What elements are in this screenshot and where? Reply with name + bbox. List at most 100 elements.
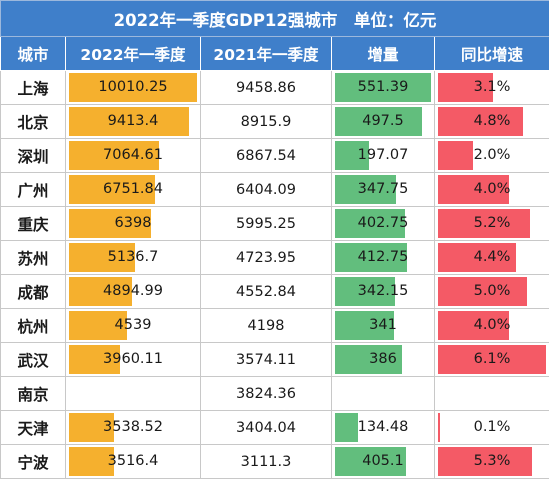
increase-bar xyxy=(335,175,396,204)
increase-value: 412.75 xyxy=(357,249,409,265)
growth-cell xyxy=(433,376,549,411)
increase-bar xyxy=(335,345,402,374)
header-growth: 同比增速 xyxy=(433,36,549,71)
gdp-2022-cell: 5136.7 xyxy=(65,240,201,275)
growth-wrap: 4.0% xyxy=(436,310,549,342)
gdp-2021-value: 4723.95 xyxy=(200,240,332,275)
gdp-2022-cell: 10010.25 xyxy=(65,70,201,105)
increase-wrap: 551.39 xyxy=(333,72,434,104)
increase-bar xyxy=(335,243,407,272)
table-row: 成都 4894.99 4552.84 342.15 5.0% xyxy=(0,274,549,309)
growth-value: 5.0% xyxy=(473,283,511,299)
growth-value: 5.3% xyxy=(473,453,511,469)
increase-cell: 412.75 xyxy=(331,240,435,275)
gdp-2021-value: 3574.11 xyxy=(200,342,332,377)
growth-cell: 4.4% xyxy=(433,240,549,275)
table-row: 武汉 3960.11 3574.11 386 6.1% xyxy=(0,342,549,377)
growth-bar xyxy=(438,209,530,238)
gdp-2022-cell: 3516.4 xyxy=(65,444,201,479)
gdp-2021-value: 3111.3 xyxy=(200,444,332,479)
increase-bar xyxy=(335,141,369,170)
city-name: 重庆 xyxy=(0,206,66,241)
gdp-2022-wrap: 4894.99 xyxy=(67,276,200,308)
growth-wrap: 5.2% xyxy=(436,208,549,240)
growth-value: 4.8% xyxy=(473,113,511,129)
city-name: 广州 xyxy=(0,172,66,207)
gdp-2021-value: 3404.04 xyxy=(200,410,332,445)
growth-bar xyxy=(438,141,473,170)
growth-value: 4.4% xyxy=(473,249,511,265)
gdp-2022-value: 9413.4 xyxy=(107,113,159,129)
increase-cell: 347.75 xyxy=(331,172,435,207)
increase-wrap: 197.07 xyxy=(333,140,434,172)
gdp-2022-cell: 7064.61 xyxy=(65,138,201,173)
gdp-2022-value: 6398 xyxy=(114,215,152,231)
growth-wrap: 4.4% xyxy=(436,242,549,274)
growth-cell: 5.2% xyxy=(433,206,549,241)
increase-value xyxy=(333,378,434,410)
gdp-2022-wrap: 10010.25 xyxy=(67,72,200,104)
growth-bar xyxy=(438,73,493,102)
growth-bar xyxy=(438,311,509,340)
table-row: 广州 6751.84 6404.09 347.75 4.0% xyxy=(0,172,549,207)
table-row: 北京 9413.4 8915.9 497.5 4.8% xyxy=(0,104,549,139)
increase-cell: 386 xyxy=(331,342,435,377)
increase-cell: 341 xyxy=(331,308,435,343)
gdp-2022-bar xyxy=(69,209,151,238)
increase-wrap: 341 xyxy=(333,310,434,342)
growth-bar xyxy=(438,277,527,306)
growth-cell: 5.3% xyxy=(433,444,549,479)
increase-wrap: 347.75 xyxy=(333,174,434,206)
growth-cell: 3.1% xyxy=(433,70,549,105)
city-name: 北京 xyxy=(0,104,66,139)
table-title: 2022年一季度GDP12强城市 单位：亿元 xyxy=(0,0,549,37)
gdp-2022-bar xyxy=(69,107,189,136)
gdp-2022-value: 10010.25 xyxy=(98,79,168,95)
growth-wrap: 5.3% xyxy=(436,446,549,478)
gdp-2022-cell: 4539 xyxy=(65,308,201,343)
growth-cell: 6.1% xyxy=(433,342,549,377)
growth-value: 5.2% xyxy=(473,215,511,231)
city-name: 上海 xyxy=(0,70,66,105)
growth-value xyxy=(436,378,549,410)
growth-value: 3.1% xyxy=(473,79,511,95)
gdp-2022-value: 7064.61 xyxy=(103,147,163,163)
increase-bar xyxy=(335,277,395,306)
gdp-2022-cell: 6751.84 xyxy=(65,172,201,207)
growth-wrap: 6.1% xyxy=(436,344,549,376)
growth-wrap: 3.1% xyxy=(436,72,549,104)
increase-wrap xyxy=(333,378,434,410)
gdp-2022-bar xyxy=(69,175,155,204)
table-row: 杭州 4539 4198 341 4.0% xyxy=(0,308,549,343)
gdp-2022-cell: 6398 xyxy=(65,206,201,241)
gdp-2021-value: 4198 xyxy=(200,308,332,343)
gdp-2022-wrap: 4539 xyxy=(67,310,200,342)
table-row: 南京 3824.36 xyxy=(0,376,549,411)
increase-cell: 402.75 xyxy=(331,206,435,241)
growth-value: 4.0% xyxy=(473,317,511,333)
growth-bar xyxy=(438,413,440,442)
gdp-2022-wrap: 7064.61 xyxy=(67,140,200,172)
increase-bar xyxy=(335,413,358,442)
gdp-2022-bar xyxy=(69,277,132,306)
increase-value: 551.39 xyxy=(357,79,409,95)
growth-bar xyxy=(438,175,509,204)
growth-cell: 4.8% xyxy=(433,104,549,139)
growth-value: 4.0% xyxy=(473,181,511,197)
increase-value: 134.48 xyxy=(357,419,409,435)
gdp-2022-value: 4894.99 xyxy=(103,283,163,299)
city-name: 宁波 xyxy=(0,444,66,479)
city-name: 武汉 xyxy=(0,342,66,377)
city-name: 深圳 xyxy=(0,138,66,173)
growth-value: 2.0% xyxy=(473,147,511,163)
increase-value: 197.07 xyxy=(357,147,409,163)
gdp-2022-wrap xyxy=(67,378,200,410)
growth-cell: 2.0% xyxy=(433,138,549,173)
increase-value: 386 xyxy=(369,351,397,367)
gdp-2022-wrap: 9413.4 xyxy=(67,106,200,138)
growth-cell: 5.0% xyxy=(433,274,549,309)
city-name: 南京 xyxy=(0,376,66,411)
increase-cell: 497.5 xyxy=(331,104,435,139)
growth-wrap: 5.0% xyxy=(436,276,549,308)
